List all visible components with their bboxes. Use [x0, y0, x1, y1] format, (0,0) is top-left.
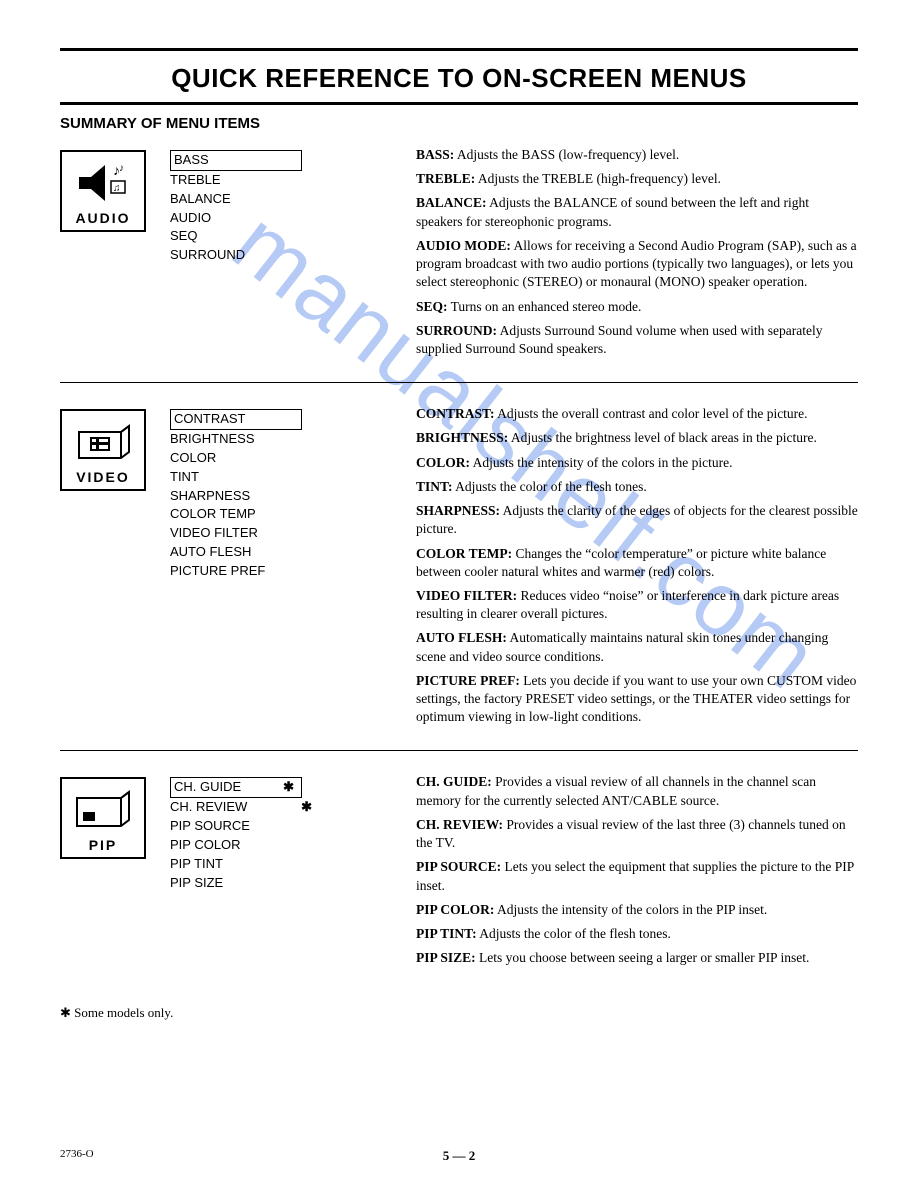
menu-item: COLOR TEMP: [170, 505, 316, 524]
sections-container: ♪♪♫AUDIOBASSTREBLEBALANCEAUDIOSEQSURROUN…: [60, 140, 858, 983]
description-item: TREBLE: Adjusts the TREBLE (high-frequen…: [416, 170, 858, 188]
title-underline: [60, 102, 858, 105]
description-item: CH. REVIEW: Provides a visual review of …: [416, 816, 858, 852]
menu-item: PICTURE PREF: [170, 562, 316, 581]
menu-section: PIPCH. GUIDE✱CH. REVIEW✱PIP SOURCEPIP CO…: [60, 767, 858, 983]
menu-item: PIP SIZE: [170, 874, 316, 893]
menu-item: BRIGHTNESS: [170, 430, 316, 449]
top-rule: [60, 48, 858, 51]
description-item: PIP COLOR: Adjusts the intensity of the …: [416, 901, 858, 919]
description-item: PIP SIZE: Lets you choose between seeing…: [416, 949, 858, 967]
svg-text:♫: ♫: [113, 183, 121, 194]
section-subtitle: SUMMARY OF MENU ITEMS: [60, 115, 858, 132]
description-item: AUDIO MODE: Allows for receiving a Secon…: [416, 237, 858, 292]
icon-label: AUDIO: [66, 210, 140, 226]
doc-ref: 2736-O: [60, 1148, 94, 1160]
description-item: COLOR: Adjusts the intensity of the colo…: [416, 454, 858, 472]
video-icon: VIDEO: [60, 409, 146, 491]
description-item: CONTRAST: Adjusts the overall contrast a…: [416, 405, 858, 423]
page-number: 5 — 2: [443, 1148, 476, 1164]
description-column: BASS: Adjusts the BASS (low-frequency) l…: [336, 146, 858, 364]
description-column: CH. GUIDE: Provides a visual review of a…: [336, 773, 858, 973]
icon-label: VIDEO: [66, 469, 140, 485]
section-divider: [60, 382, 858, 383]
description-item: BASS: Adjusts the BASS (low-frequency) l…: [416, 146, 858, 164]
menu-item: BASS: [170, 150, 316, 171]
pip-icon: PIP: [60, 777, 146, 859]
menu-item: AUTO FLESH: [170, 543, 316, 562]
icon-column: ♪♪♫AUDIO: [60, 146, 150, 232]
audio-icon: ♪♪♫AUDIO: [60, 150, 146, 232]
menu-section: ♪♪♫AUDIOBASSTREBLEBALANCEAUDIOSEQSURROUN…: [60, 140, 858, 374]
page-footer: 2736-O 5 — 2: [60, 1148, 858, 1160]
description-item: COLOR TEMP: Changes the “color temperatu…: [416, 545, 858, 581]
menu-item: PIP COLOR: [170, 836, 316, 855]
description-item: PIP TINT: Adjusts the color of the flesh…: [416, 925, 858, 943]
description-item: BRIGHTNESS: Adjusts the brightness level…: [416, 429, 858, 447]
description-item: AUTO FLESH: Automatically maintains natu…: [416, 629, 858, 665]
menu-item: TREBLE: [170, 171, 316, 190]
description-item: CH. GUIDE: Provides a visual review of a…: [416, 773, 858, 809]
menu-item: BALANCE: [170, 190, 316, 209]
page-content: QUICK REFERENCE TO ON-SCREEN MENUS SUMMA…: [60, 48, 858, 1021]
menu-item: PIP SOURCE: [170, 817, 316, 836]
menu-item: SHARPNESS: [170, 487, 316, 506]
description-item: PICTURE PREF: Lets you decide if you wan…: [416, 672, 858, 727]
svg-text:♪: ♪: [119, 163, 124, 174]
menu-item: CH. GUIDE✱: [170, 777, 316, 798]
menu-item: TINT: [170, 468, 316, 487]
description-item: SURROUND: Adjusts Surround Sound volume …: [416, 322, 858, 358]
icon-column: PIP: [60, 773, 150, 859]
menu-item: PIP TINT: [170, 855, 316, 874]
menu-item: SURROUND: [170, 246, 316, 265]
description-item: TINT: Adjusts the color of the flesh ton…: [416, 478, 858, 496]
icon-column: VIDEO: [60, 405, 150, 491]
menu-section: VIDEOCONTRASTBRIGHTNESSCOLORTINTSHARPNES…: [60, 399, 858, 742]
menu-item: SEQ: [170, 227, 316, 246]
description-item: BALANCE: Adjusts the BALANCE of sound be…: [416, 194, 858, 230]
menu-item: COLOR: [170, 449, 316, 468]
menu-item: VIDEO FILTER: [170, 524, 316, 543]
menu-item: CONTRAST: [170, 409, 316, 430]
description-item: SHARPNESS: Adjusts the clarity of the ed…: [416, 502, 858, 538]
menu-list: CONTRASTBRIGHTNESSCOLORTINTSHARPNESSCOLO…: [170, 405, 316, 581]
section-divider: [60, 750, 858, 751]
description-item: VIDEO FILTER: Reduces video “noise” or i…: [416, 587, 858, 623]
menu-list: CH. GUIDE✱CH. REVIEW✱PIP SOURCEPIP COLOR…: [170, 773, 316, 892]
description-column: CONTRAST: Adjusts the overall contrast a…: [336, 405, 858, 732]
icon-label: PIP: [66, 837, 140, 853]
page-title: QUICK REFERENCE TO ON-SCREEN MENUS: [60, 63, 858, 94]
menu-list: BASSTREBLEBALANCEAUDIOSEQSURROUND: [170, 146, 316, 265]
description-item: SEQ: Turns on an enhanced stereo mode.: [416, 298, 858, 316]
description-item: PIP SOURCE: Lets you select the equipmen…: [416, 858, 858, 894]
menu-item: AUDIO: [170, 209, 316, 228]
menu-item: CH. REVIEW✱: [170, 798, 316, 817]
footnote-text: ✱ Some models only.: [60, 1005, 858, 1021]
